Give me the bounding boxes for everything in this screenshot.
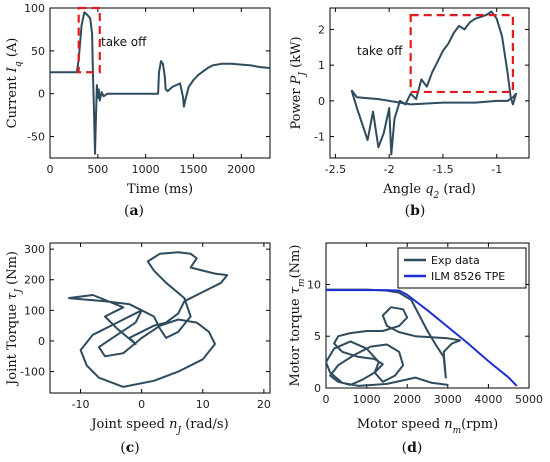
y-tick-label: 50 [31, 45, 45, 58]
series-line-1 [350, 10, 518, 156]
x-axis-label: Time (ms) [127, 182, 193, 197]
series-line-1 [50, 11, 270, 155]
axes-frame [325, 242, 530, 389]
x-tick-label: -1.5 [432, 163, 453, 176]
y-tick-label: -1 [314, 131, 325, 144]
x-tick-label: 4000 [474, 393, 502, 406]
panel-label: (c) [120, 440, 139, 456]
y-axis-label: Joint Torque τJ (Nm) [5, 251, 24, 387]
y-tick-label: 5 [314, 330, 321, 343]
x-tick-label: 3000 [434, 393, 462, 406]
y-tick-label: 200 [24, 274, 45, 287]
y-axis-label: Motor torque τm(Nm) [288, 245, 307, 387]
y-tick-label: 0 [314, 382, 321, 395]
x-tick-label: 1000 [353, 393, 381, 406]
y-axis-label: Current Iq (A) [5, 38, 24, 129]
legend-box [397, 247, 527, 289]
panel-label: (b) [405, 203, 426, 219]
y-axis-label: Power PJ (kW) [289, 36, 308, 129]
x-tick-label: 5000 [515, 393, 543, 406]
series-line-2 [326, 289, 518, 387]
y-tick-label: 0 [38, 335, 45, 348]
x-tick-label: 1000 [132, 163, 160, 176]
x-axis-label: Motor speed nm(rpm) [357, 417, 498, 436]
axes-frame [329, 7, 530, 159]
y-tick-label: 100 [24, 2, 45, 15]
x-tick-label: 2000 [227, 163, 255, 176]
chart-panel-2: -2.5 -2 -1.5 -1 -1 0 1 2 take off Angle q2 (rad) P… [289, 7, 530, 219]
x-tick-label: 1500 [179, 163, 207, 176]
x-tick-label: 20 [257, 398, 271, 411]
x-tick-label: -1 [491, 163, 502, 176]
legend-label: ILM 8526 TPE [431, 270, 505, 283]
x-tick-label: 2000 [393, 393, 421, 406]
x-axis-label: Joint speed nJ (rad/s) [89, 417, 228, 436]
y-tick-label: 100 [24, 304, 45, 317]
legend-label: Exp data [431, 254, 480, 267]
y-tick-label: -100 [20, 366, 45, 379]
x-tick-label: 500 [87, 163, 108, 176]
panel-label: (d) [402, 440, 423, 456]
take-off-annotation: take off [357, 44, 403, 58]
y-tick-label: 1 [318, 59, 325, 72]
chart-panel-4: 0 1000 2000 3000 4000 5000 0 5 10 Exp data ILM 852… [288, 242, 543, 456]
x-axis-label: Angle q2 (rad) [382, 182, 476, 201]
x-tick-label: 0 [47, 163, 54, 176]
take-off-box [409, 14, 514, 94]
chart-panel-1: 0 500 1000 1500 2000 -50 0 50 100 take off Time (m… [5, 2, 271, 219]
take-off-box [77, 6, 101, 74]
series-line-1 [68, 251, 229, 388]
x-tick-label: 0 [138, 398, 145, 411]
y-tick-label: 300 [24, 243, 45, 256]
x-tick-label: 0 [323, 393, 330, 406]
y-tick-label: 2 [318, 23, 325, 36]
axes-frame [49, 7, 271, 159]
y-tick-label: -50 [27, 131, 45, 144]
x-tick-label: 10 [196, 398, 210, 411]
series-line-1 [326, 288, 461, 387]
x-tick-label: -2.5 [325, 163, 346, 176]
x-tick-label: -10 [72, 398, 90, 411]
axes-frame [49, 242, 271, 394]
panel-label: (a) [124, 203, 144, 219]
take-off-annotation: take off [101, 35, 147, 49]
x-tick-label: -2 [384, 163, 395, 176]
y-tick-label: 10 [307, 278, 321, 291]
y-tick-label: 0 [38, 88, 45, 101]
y-tick-label: 0 [318, 95, 325, 108]
